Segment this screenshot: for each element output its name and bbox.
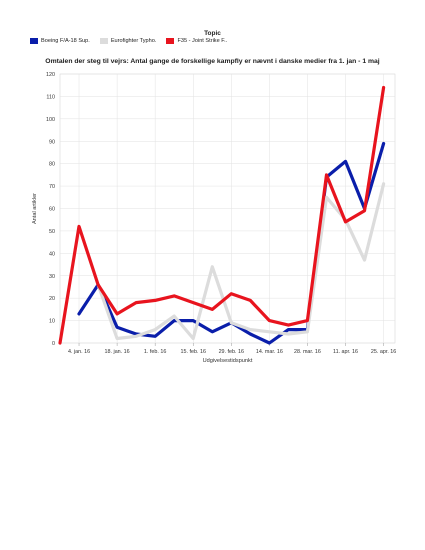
legend-swatch-1 [99, 38, 108, 44]
legend-swatch-0 [30, 38, 38, 44]
y-tick-label-9: 90 [49, 139, 55, 145]
legend-label-1: Eurofighter Typho. [110, 38, 157, 44]
y-tick-label-1: 10 [49, 319, 55, 325]
y-tick-label-6: 60 [49, 207, 55, 213]
y-tick-label-8: 80 [49, 162, 55, 168]
y-tick-label-3: 30 [49, 274, 55, 280]
y-tick-label-0: 0 [52, 341, 55, 347]
legend-item-2[interactable]: F35 - Joint Strike F.. [166, 38, 227, 44]
x-tick-label-6: 28. mar. 16 [294, 349, 321, 355]
y-axis-title: Antal artikler [32, 193, 38, 224]
y-tick-label-5: 50 [49, 229, 55, 235]
x-tick-label-0: 4. jan. 16 [68, 349, 90, 355]
x-tick-label-5: 14. mar. 16 [256, 349, 283, 355]
x-tick-label-1: 18. jan. 16 [105, 349, 130, 355]
y-tick-label-4: 40 [49, 251, 55, 257]
series-line-1 [96, 182, 386, 341]
series-line-2 [58, 85, 386, 345]
y-tick-label-11: 110 [46, 94, 55, 100]
chart-title: Omtalen der steg til vejrs: Antal gange … [45, 58, 380, 65]
y-tick-label-7: 70 [49, 184, 55, 190]
y-tick-label-12: 120 [46, 72, 55, 78]
x-tick-label-4: 29. feb. 16 [219, 349, 244, 355]
legend-swatch-2 [166, 38, 175, 44]
legend-label-2: F35 - Joint Strike F.. [177, 38, 228, 44]
y-tick-label-10: 100 [46, 117, 55, 123]
legend-title: Topic [204, 30, 221, 37]
x-tick-label-2: 1. feb. 16 [144, 349, 166, 355]
x-tick-label-3: 15. feb. 16 [180, 349, 205, 355]
x-tick-label-7: 11. apr. 16 [333, 349, 358, 355]
x-axis-title: Udgivelsestidspunkt [203, 358, 253, 364]
x-tick-label-8: 25. apr. 16 [371, 349, 396, 355]
legend-item-0[interactable]: Boeing F/A-18 Sup. [30, 38, 90, 44]
legend-label-0: Boeing F/A-18 Sup. [41, 38, 90, 44]
legend-item-1[interactable]: Eurofighter Typho. [99, 38, 157, 44]
legend: Boeing F/A-18 Sup. Eurofighter Typho. F3… [30, 38, 227, 44]
y-tick-label-2: 20 [49, 296, 55, 302]
